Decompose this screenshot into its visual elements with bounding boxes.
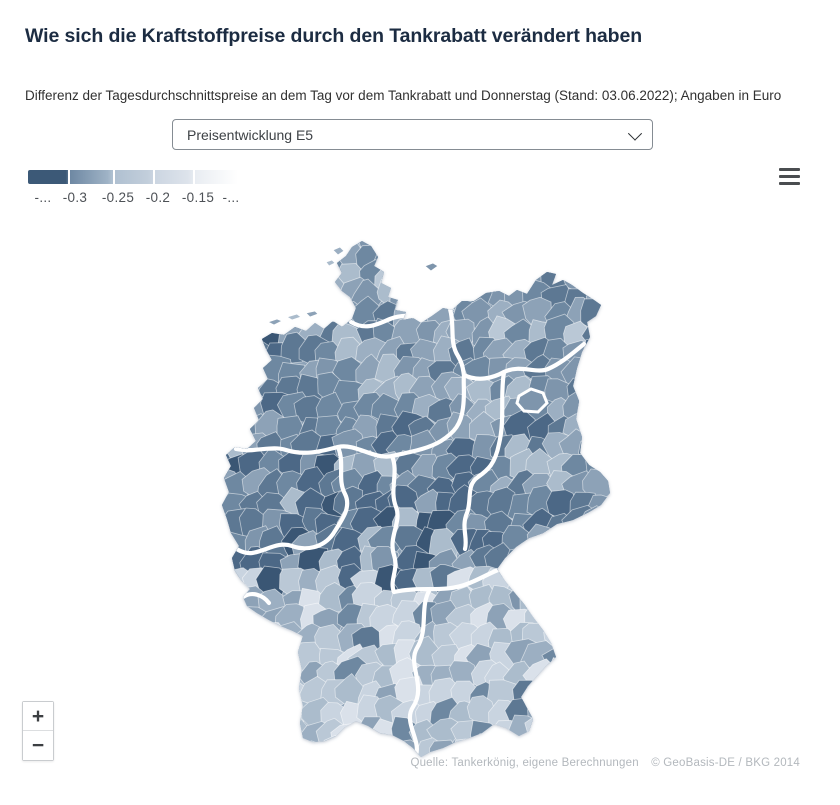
metric-dropdown[interactable]: Preisentwicklung E5 — [172, 119, 653, 150]
legend-divider — [193, 170, 195, 184]
legend-tick: -... — [34, 190, 52, 205]
legend-gradient-bar — [28, 170, 238, 184]
legend-divider — [153, 170, 155, 184]
source-text: Quelle: Tankerkönig, eigene Berechnungen — [410, 757, 639, 769]
map-zoom-control: + − — [22, 701, 54, 761]
chart-subtitle: Differenz der Tagesdurchschnittspreise a… — [25, 87, 782, 103]
legend-divider — [68, 170, 70, 184]
legend-divider — [113, 170, 115, 184]
berlin-enclave[interactable] — [515, 387, 549, 414]
page-title: Wie sich die Kraftstoffpreise durch den … — [25, 25, 643, 48]
legend-tick: -0.3 — [62, 190, 88, 205]
coastal-islands — [266, 246, 439, 326]
legend-tick-labels: -... -0.3 -0.25 -0.2 -0.15 -... — [28, 190, 240, 208]
copyright-text: © GeoBasis-DE / BKG 2014 — [651, 757, 800, 769]
zoom-out-button[interactable]: − — [23, 731, 53, 760]
source-line: Quelle: Tankerkönig, eigene Berechnungen… — [410, 757, 800, 769]
legend-tick: -... — [222, 190, 240, 205]
hamburger-menu-icon[interactable] — [778, 168, 801, 187]
district-cells — [222, 241, 610, 757]
color-legend: -... -0.3 -0.25 -0.2 -0.15 -... — [28, 170, 240, 210]
legend-tick: -0.25 — [101, 190, 135, 205]
legend-tick: -0.15 — [181, 190, 215, 205]
metric-dropdown-value: Preisentwicklung E5 — [187, 126, 314, 143]
legend-tick: -0.2 — [145, 190, 171, 205]
zoom-in-button[interactable]: + — [23, 702, 53, 731]
